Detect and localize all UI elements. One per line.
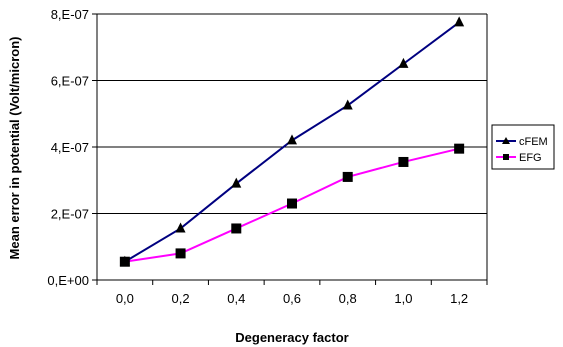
series	[119, 16, 465, 267]
data-point-cfem	[454, 16, 465, 27]
x-tick-label: 1,2	[450, 291, 468, 306]
legend-marker-efg	[503, 154, 509, 160]
y-axis-title: Mean error in potential (Volt/micron)	[7, 37, 22, 260]
y-tick-label: 6,E-07	[51, 74, 89, 89]
x-axis-title: Degeneracy factor	[235, 330, 348, 345]
data-point-efg	[287, 198, 297, 209]
y-tick-label: 4,E-07	[51, 140, 89, 155]
legend-box	[491, 124, 555, 170]
data-point-cfem	[231, 177, 242, 188]
gridlines	[92, 13, 488, 285]
data-point-efg	[231, 223, 242, 234]
y-tick-labels: 0,E+00 2,E-07 4,E-07 6,E-07 8,E-07	[47, 7, 89, 288]
x-tick-label: 0,4	[227, 291, 245, 306]
data-point-efg	[175, 248, 186, 259]
x-tick-label: 0,2	[172, 291, 190, 306]
legend: cFEM EFG	[491, 124, 555, 170]
x-tick-label: 1,0	[394, 291, 412, 306]
legend-label-efg: EFG	[519, 152, 542, 164]
data-point-cfem	[398, 57, 409, 68]
data-point-cfem	[342, 99, 353, 110]
y-tick-label: 2,E-07	[51, 207, 89, 222]
data-point-cfem	[287, 134, 297, 145]
data-point-cfem	[175, 222, 186, 233]
data-point-efg	[398, 156, 409, 167]
legend-marker-cfem	[502, 137, 510, 144]
y-tick-label: 0,E+00	[47, 273, 89, 288]
x-tick-labels: 0,0 0,2 0,4 0,6 0,8 1,0 1,2	[116, 291, 468, 306]
data-point-efg	[454, 143, 465, 154]
x-tick-label: 0,0	[116, 291, 134, 306]
data-point-efg	[119, 256, 130, 267]
legend-label-cfem: cFEM	[519, 136, 548, 148]
axes	[96, 14, 488, 281]
x-tick-label: 0,6	[283, 291, 301, 306]
x-tick-label: 0,8	[339, 291, 357, 306]
data-point-efg	[342, 171, 353, 182]
y-tick-label: 8,E-07	[51, 7, 89, 22]
